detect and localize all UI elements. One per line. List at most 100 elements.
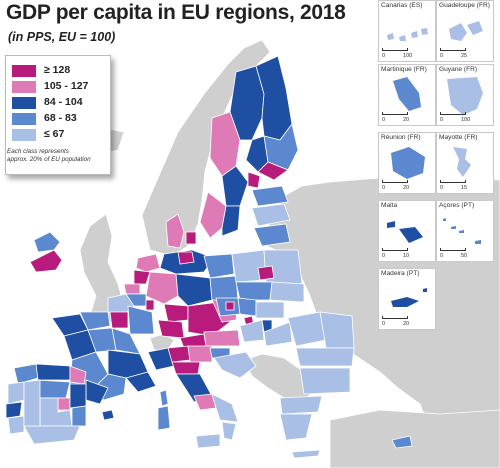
inset-island <box>387 28 428 41</box>
scale-label-right: 50 <box>461 253 468 259</box>
inset-guadeloupe: Guadeloupe (FR) 0 25 <box>436 0 494 62</box>
inset-label: Mayotte (FR) <box>439 134 478 141</box>
inset-mayotte: Mayotte (FR) 0 15 <box>436 132 494 194</box>
inset-guyane: Guyane (FR) 0 100 <box>436 64 494 126</box>
hungary-west <box>239 319 265 343</box>
croatia <box>213 351 257 379</box>
scale-label-right: 20 <box>403 185 410 191</box>
map-title: GDP per capita in EU regions, 2018 <box>6 1 346 24</box>
corsica <box>159 389 169 407</box>
ireland-region-north <box>33 231 61 253</box>
scale-label-left: 0 <box>440 53 444 59</box>
denmark-jutland <box>165 213 185 249</box>
scale-bar <box>382 180 408 183</box>
inset-island <box>391 147 425 179</box>
inset-territory <box>447 77 483 115</box>
germany-northeast <box>203 253 235 279</box>
sardinia <box>157 405 171 431</box>
inset-label: Guyane (FR) <box>439 66 478 73</box>
italy-lombardy <box>167 345 191 363</box>
inset-label: Malta <box>381 202 398 209</box>
france-grand-est <box>127 305 155 335</box>
netherlands-north <box>135 253 161 273</box>
inset-label: Guadeloupe (FR) <box>439 2 490 9</box>
scale-label-left: 0 <box>440 185 444 191</box>
germany-southwest <box>157 319 185 339</box>
scale-label-right: 100 <box>403 53 413 59</box>
germany-frankfurt <box>163 303 189 323</box>
luxembourg <box>145 299 155 311</box>
sicily <box>195 433 221 449</box>
ireland-region-south <box>29 249 63 273</box>
scale-label-right: 20 <box>403 321 410 327</box>
scale-label-right: 100 <box>461 117 471 123</box>
czechia-east <box>237 297 257 317</box>
legend-swatch <box>12 97 36 109</box>
france-paris <box>109 311 129 329</box>
czechia-prague <box>225 301 235 311</box>
scale-bar <box>382 48 408 51</box>
inset-malta: Malta 0 10 <box>378 200 436 262</box>
legend-swatch <box>12 129 36 141</box>
legend-note-line2: approx. 20% of EU population <box>7 156 91 163</box>
inset-island <box>391 288 427 307</box>
scale-bar <box>440 48 466 51</box>
france-paca <box>125 371 157 393</box>
finland-helsinki <box>257 161 289 181</box>
scale-bar <box>440 248 466 251</box>
inset-reunion: Réunion (FR) 0 20 <box>378 132 436 194</box>
scale-bar <box>440 112 466 115</box>
slovakia <box>255 301 285 319</box>
greece-south <box>279 413 313 441</box>
balearic-islands <box>101 409 115 421</box>
scale-label-right: 10 <box>403 253 410 259</box>
greece-north <box>279 395 323 415</box>
scale-label-right: 20 <box>403 117 410 123</box>
italy-emilia <box>171 361 201 375</box>
romania-east <box>319 311 355 349</box>
inset-label: Réunion (FR) <box>381 134 421 141</box>
scale-label-right: 15 <box>461 185 468 191</box>
poland-warsaw <box>257 265 275 281</box>
spain-west <box>23 379 41 427</box>
inset-label: Madeira (PT) <box>381 270 420 277</box>
lithuania <box>253 223 291 247</box>
estonia <box>251 185 289 207</box>
spain-madrid <box>57 397 71 411</box>
cyprus <box>391 435 413 449</box>
scale-label-left: 0 <box>382 185 386 191</box>
inset-island <box>453 147 471 177</box>
poland-southeast <box>269 281 305 303</box>
austria-east <box>203 329 241 347</box>
portugal-lisbon <box>5 401 23 419</box>
sweden-stockholm <box>247 171 261 189</box>
italy-northeast <box>187 345 213 363</box>
inset-madeira: Madeira (PT) 0 20 <box>378 268 436 330</box>
scale-label-left: 0 <box>382 53 386 59</box>
crete <box>291 449 321 459</box>
latvia <box>251 203 291 227</box>
map-subtitle: (in PPS, EU = 100) <box>8 30 116 44</box>
scale-label-left: 0 <box>440 253 444 259</box>
scale-bar <box>440 180 466 183</box>
spain-north <box>35 363 71 381</box>
legend-swatch <box>12 113 36 125</box>
inset-island <box>387 221 423 243</box>
belgium-north <box>123 283 141 295</box>
legend-note-line1: Each class represents <box>7 148 69 155</box>
scale-bar <box>382 248 408 251</box>
spain-castilla-leon <box>35 379 71 399</box>
legend-label: 68 - 83 <box>44 112 77 124</box>
scale-bar <box>382 316 408 319</box>
scale-label-right: 25 <box>461 53 468 59</box>
germany-west <box>145 271 179 305</box>
scale-label-left: 0 <box>440 117 444 123</box>
spain-andalusia <box>23 425 81 445</box>
netherlands-south <box>133 269 151 285</box>
inset-island <box>443 218 481 244</box>
romania-south <box>295 347 355 367</box>
germany-east <box>209 275 239 301</box>
poland-south <box>235 281 273 301</box>
scale-bar <box>382 112 408 115</box>
